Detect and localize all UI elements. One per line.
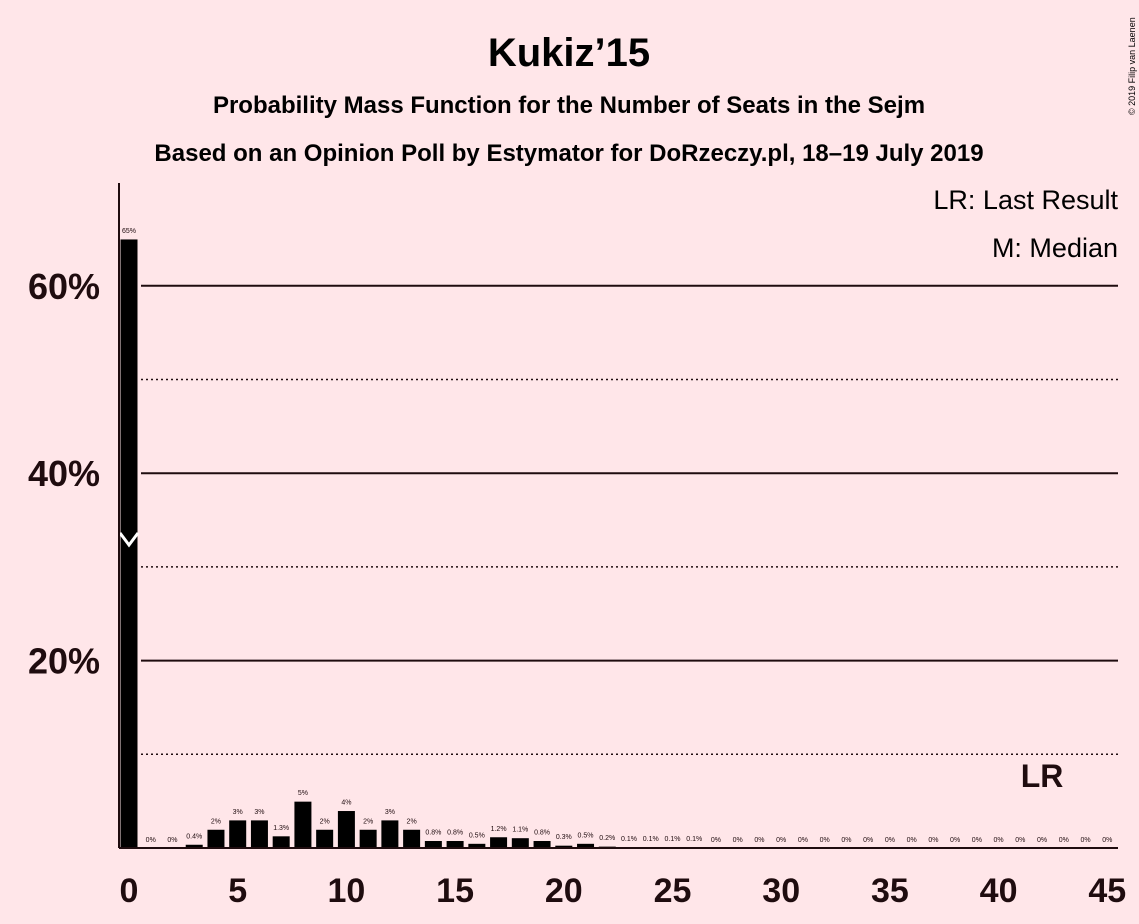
bar-value-label: 65%: [122, 228, 136, 235]
bar: [489, 836, 509, 849]
bar-value-label: 0.5%: [578, 832, 594, 839]
bar-value-label: 0%: [733, 837, 743, 844]
bar-value-label: 2%: [363, 818, 373, 825]
bar-value-label: 1.2%: [491, 826, 507, 833]
x-tick-label: 35: [871, 872, 909, 910]
x-tick-label: 5: [228, 872, 247, 910]
y-axis-ticks: 20% 40% 60%: [28, 266, 100, 682]
bar-value-label: 1.3%: [273, 825, 289, 832]
bar: [445, 840, 465, 849]
bar-value-label: 0.1%: [621, 836, 637, 843]
chart-title: Kukiz’15: [488, 31, 650, 75]
bar-value-label: 0%: [841, 837, 851, 844]
bar-labels: 65% 0% 0% 0.4% 2% 3% 3% 1.3% 5% 2% 4% 2% 3% 2% 0.8% 0.8…: [122, 228, 1112, 844]
bar-value-label: 0.1%: [686, 836, 702, 843]
bar: [271, 835, 291, 849]
y-tick-label: 20%: [28, 641, 100, 682]
x-tick-label: 25: [654, 872, 692, 910]
bar-value-label: 0%: [1080, 837, 1090, 844]
x-axis-ticks: 0 5 10 15 20 25 30 35 40 45: [120, 872, 1127, 910]
x-tick-label: 10: [327, 872, 365, 910]
bar-value-label: 0.4%: [186, 833, 202, 840]
bar-value-label: 0%: [820, 837, 830, 844]
bar-value-label: 1.1%: [512, 827, 528, 834]
legend-last-result: LR: Last Result: [933, 185, 1118, 215]
bar-value-label: 2%: [320, 818, 330, 825]
bar-value-label: 0%: [146, 837, 156, 844]
bar-value-label: 0.1%: [665, 836, 681, 843]
bar: [402, 828, 422, 849]
bar-value-label: 0%: [1037, 837, 1047, 844]
bar: [358, 828, 378, 849]
legend-median: M: Median: [992, 233, 1118, 263]
bar-value-label: 0%: [754, 837, 764, 844]
bar-value-label: 0%: [1102, 837, 1112, 844]
bar-value-label: 0%: [167, 837, 177, 844]
x-tick-label: 40: [980, 872, 1018, 910]
x-tick-label: 30: [762, 872, 800, 910]
bar: [336, 810, 356, 849]
bar-value-label: 0%: [928, 837, 938, 844]
bar-value-label: 0.2%: [599, 835, 615, 842]
last-result-marker: LR: [1021, 758, 1064, 794]
chart-subtitle: Probability Mass Function for the Number…: [213, 92, 925, 119]
median-marker: [118, 532, 140, 548]
bar-value-label: 3%: [233, 809, 243, 816]
bar-value-label: 0%: [950, 837, 960, 844]
bar-value-label: 0%: [1015, 837, 1025, 844]
copyright-note: © 2019 Filip van Laenen: [1127, 17, 1137, 115]
bar-value-label: 0%: [711, 837, 721, 844]
bar: [315, 828, 335, 849]
bar-value-label: 0%: [798, 837, 808, 844]
bar-value-label: 4%: [341, 800, 351, 807]
bars: [119, 238, 704, 849]
bar-value-label: 0%: [1059, 837, 1069, 844]
x-tick-label: 45: [1088, 872, 1126, 910]
bar-value-label: 0%: [863, 837, 873, 844]
bar-value-label: 0.1%: [643, 836, 659, 843]
bar-value-label: 0.3%: [556, 834, 572, 841]
bar-value-label: 0%: [994, 837, 1004, 844]
bar: [293, 800, 313, 849]
bar-value-label: 2%: [407, 818, 417, 825]
bar-value-label: 2%: [211, 818, 221, 825]
bar-value-label: 0.8%: [447, 830, 463, 837]
bar-value-label: 0.5%: [469, 832, 485, 839]
bar: [206, 828, 226, 849]
bar-value-label: 3%: [385, 809, 395, 816]
bar: [249, 819, 269, 849]
bar-value-label: 0%: [972, 837, 982, 844]
bar-value-label: 0.8%: [425, 830, 441, 837]
bar-value-label: 0%: [907, 837, 917, 844]
bar-value-label: 0%: [885, 837, 895, 844]
bar: [532, 840, 552, 849]
markers: LR: [118, 532, 1064, 794]
bar: [228, 819, 248, 849]
y-tick-label: 40%: [28, 453, 100, 494]
chart-source-subtitle: Based on an Opinion Poll by Estymator fo…: [154, 140, 983, 167]
bar: [380, 819, 400, 849]
x-tick-label: 20: [545, 872, 583, 910]
gridlines: [141, 284, 1118, 756]
x-tick-label: 0: [120, 872, 139, 910]
bar: [510, 837, 530, 849]
bar-value-label: 0%: [776, 837, 786, 844]
x-tick-label: 15: [436, 872, 474, 910]
bar-value-label: 3%: [254, 809, 264, 816]
bar-value-label: 0.8%: [534, 830, 550, 837]
bar-value-label: 5%: [298, 790, 308, 797]
y-tick-label: 60%: [28, 266, 100, 307]
bar: [423, 840, 443, 849]
